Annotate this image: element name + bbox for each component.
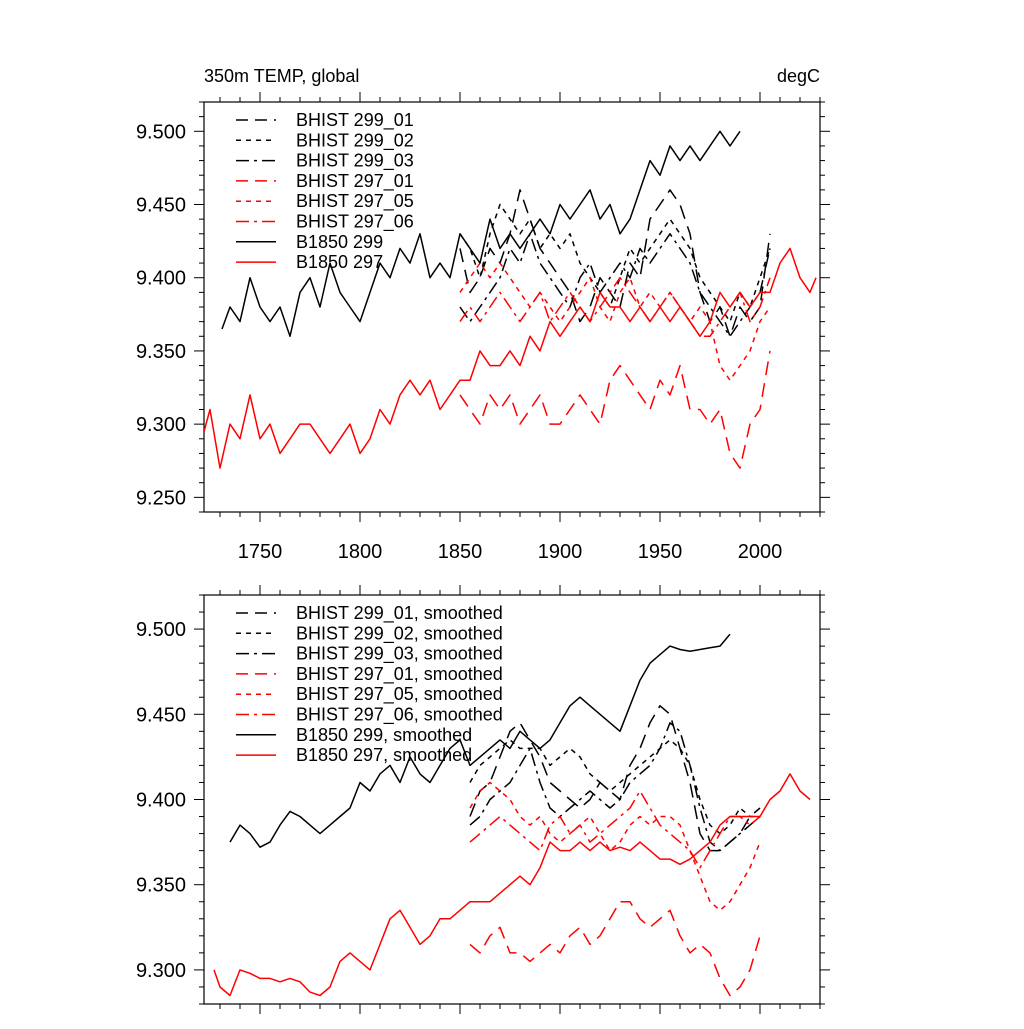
series-line: [469, 739, 760, 835]
x-tick-label: 1800: [338, 541, 383, 563]
legend-label: BHIST 299_02, smoothed: [296, 623, 503, 644]
y-tick-label: 9.350: [136, 875, 186, 897]
series-line: [469, 705, 761, 852]
series-line: [469, 790, 761, 869]
series-line: [459, 189, 771, 338]
x-tick-label: 1850: [438, 541, 483, 563]
x-tick-label: 1900: [538, 541, 583, 563]
y-tick-label: 9.250: [136, 487, 186, 509]
legend-label: BHIST 297_05: [296, 191, 414, 212]
legend-label: BHIST 297_06, smoothed: [296, 705, 503, 726]
series-line: [459, 203, 771, 323]
top-panel-title: 350m TEMP, global: [204, 66, 359, 86]
y-tick-label: 9.350: [136, 341, 186, 363]
legend-label: BHIST 297_05, smoothed: [296, 684, 503, 705]
legend-label: BHIST 299_01: [296, 110, 414, 131]
legend-label: BHIST 299_03: [296, 151, 414, 172]
legend-label: B1850 299: [296, 232, 383, 252]
series-line: [459, 276, 771, 338]
legend-label: B1850 297, smoothed: [296, 745, 472, 765]
legend-label: BHIST 297_01: [296, 171, 414, 192]
series-line: [213, 773, 811, 997]
series-line: [469, 900, 761, 997]
y-tick-label: 9.500: [136, 121, 186, 143]
top-panel: 350m TEMP, global degC 1750 1800 1850 1900 1…: [136, 66, 830, 563]
series-line: [469, 781, 761, 912]
series-line: [469, 722, 761, 852]
legend-label: BHIST 299_01, smoothed: [296, 603, 503, 624]
series-line: [229, 633, 731, 848]
y-tick-label: 9.500: [136, 619, 186, 641]
legend-label: BHIST 299_02: [296, 130, 414, 151]
legend-label: B1850 299, smoothed: [296, 725, 472, 745]
legend-label: BHIST 297_01, smoothed: [296, 664, 503, 685]
legend-label: BHIST 299_03, smoothed: [296, 644, 503, 665]
y-tick-label: 9.450: [136, 195, 186, 217]
y-tick-label: 9.400: [136, 790, 186, 812]
series-line: [459, 262, 771, 381]
x-tick-label: 1750: [238, 541, 283, 563]
top-panel-units: degC: [777, 66, 820, 86]
y-tick-label: 9.300: [136, 960, 186, 982]
y-tick-label: 9.450: [136, 704, 186, 726]
series-line: [459, 350, 771, 469]
y-tick-label: 9.400: [136, 268, 186, 290]
legend-label: B1850 297: [296, 252, 383, 272]
series-line: [204, 247, 817, 469]
series-line: [459, 233, 771, 338]
x-tick-label: 1950: [638, 541, 683, 563]
x-tick-label: 2000: [738, 541, 783, 563]
series-line: [221, 130, 741, 338]
legend-label: BHIST 297_06: [296, 212, 414, 233]
y-tick-label: 9.300: [136, 414, 186, 436]
bottom-panel: 9.300 9.350 9.400 9.450 9.500 BHIST 299_01, s…: [136, 585, 830, 1014]
